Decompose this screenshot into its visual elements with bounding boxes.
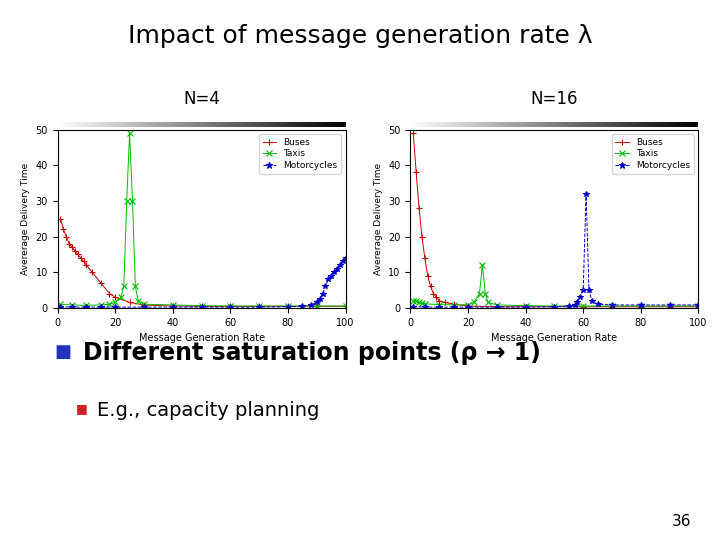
X-axis label: Message Generation Rate: Message Generation Rate [138, 333, 265, 343]
Y-axis label: Avererage Delivery Time: Avererage Delivery Time [374, 163, 383, 275]
Text: ■: ■ [54, 343, 71, 361]
Text: Impact of message generation rate λ: Impact of message generation rate λ [127, 24, 593, 48]
Text: E.g., capacity planning: E.g., capacity planning [97, 401, 320, 420]
Text: N=4: N=4 [183, 90, 220, 108]
Legend: Buses, Taxis, Motorcycles: Buses, Taxis, Motorcycles [612, 134, 694, 174]
Text: Different saturation points (ρ → 1): Different saturation points (ρ → 1) [83, 341, 541, 365]
Text: N=16: N=16 [531, 90, 578, 108]
Y-axis label: Avererage Delivery Time: Avererage Delivery Time [21, 163, 30, 275]
Legend: Buses, Taxis, Motorcycles: Buses, Taxis, Motorcycles [259, 134, 341, 174]
Text: 36: 36 [672, 514, 691, 529]
Text: ■: ■ [76, 402, 87, 415]
X-axis label: Message Generation Rate: Message Generation Rate [491, 333, 618, 343]
